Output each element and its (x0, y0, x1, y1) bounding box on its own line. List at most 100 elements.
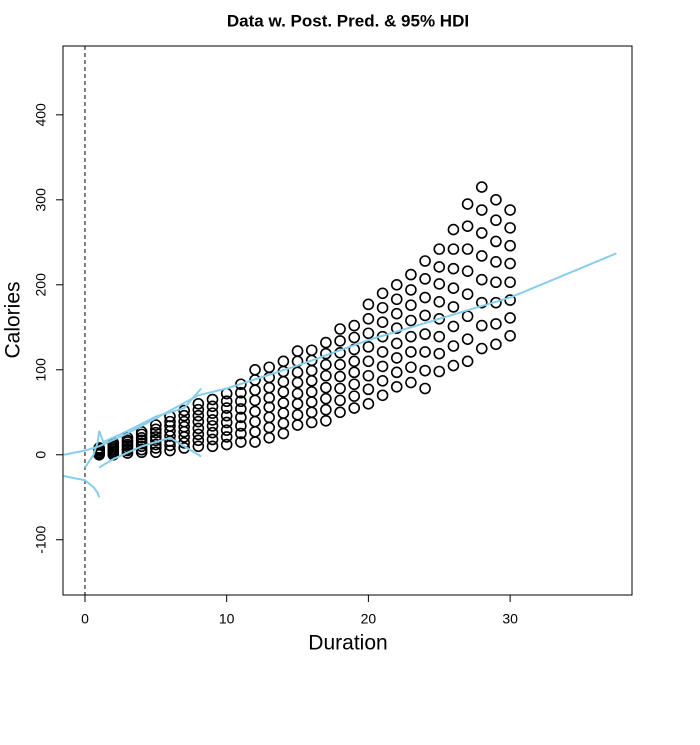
data-point (490, 318, 502, 330)
data-point (461, 355, 474, 368)
data-point (192, 409, 205, 422)
data-point (178, 420, 190, 433)
data-point (305, 406, 318, 419)
data-point (320, 369, 332, 382)
y-tick-label: 300 (33, 188, 49, 212)
data-point (504, 257, 516, 270)
data-point (320, 381, 332, 394)
prediction-line (63, 252, 617, 456)
x-axis-label: Duration (308, 632, 387, 655)
data-point (490, 276, 502, 289)
data-point (220, 416, 233, 429)
data-point (249, 363, 261, 376)
data-point (461, 220, 474, 232)
data-point (206, 407, 219, 419)
data-point (220, 431, 233, 443)
data-point (405, 330, 417, 343)
data-point (192, 434, 205, 447)
data-point (291, 366, 304, 379)
data-point (447, 282, 460, 295)
x-tick-label: 0 (81, 611, 89, 627)
data-point (362, 313, 375, 325)
data-point (291, 409, 304, 421)
data-point (249, 415, 261, 428)
data-point (362, 369, 375, 382)
data-point (263, 421, 276, 434)
data-point (461, 333, 474, 345)
data-point (263, 401, 276, 413)
data-point (405, 376, 417, 389)
data-point (419, 328, 431, 340)
data-point (504, 239, 516, 252)
data-point (235, 395, 247, 408)
data-point (291, 387, 304, 400)
data-point (461, 288, 474, 300)
data-point (206, 393, 219, 406)
data-point (490, 194, 502, 206)
data-point (334, 323, 346, 335)
data-point (305, 396, 318, 408)
data-point (405, 361, 417, 374)
data-point (235, 386, 247, 399)
data-point (475, 342, 488, 355)
data-point (504, 329, 516, 342)
data-point (192, 440, 205, 453)
data-point (235, 427, 247, 440)
data-point (362, 298, 375, 311)
y-tick-label: 0 (33, 451, 49, 459)
data-point (419, 255, 431, 267)
data-point (447, 320, 460, 333)
data-point (419, 346, 431, 358)
data-point (504, 294, 516, 306)
data-point (277, 397, 290, 409)
data-point (263, 411, 276, 424)
data-point (320, 403, 332, 416)
data-point (504, 276, 516, 289)
data-point (376, 346, 389, 358)
data-point (277, 427, 290, 440)
data-point (348, 331, 361, 344)
data-point (334, 406, 346, 419)
data-point (277, 375, 290, 388)
y-tick-label: -100 (33, 526, 49, 554)
data-point (164, 415, 176, 428)
data-point (376, 301, 389, 314)
x-tick-label: 10 (219, 611, 235, 627)
data-point (390, 293, 403, 306)
data-point (362, 341, 375, 353)
data-point (320, 336, 332, 349)
data-point (249, 436, 261, 448)
data-point (334, 394, 346, 407)
data-point (220, 424, 233, 436)
data-point (390, 322, 403, 334)
data-point (461, 310, 474, 323)
data-point (475, 296, 488, 309)
data-point (447, 301, 460, 313)
data-point (206, 420, 219, 432)
data-point (504, 222, 516, 234)
data-point (277, 407, 290, 419)
data-point (263, 361, 276, 374)
data-point (490, 338, 502, 351)
data-point (178, 409, 190, 422)
data-point (419, 273, 431, 285)
y-axis-label: Calories (2, 281, 25, 358)
data-point (192, 428, 205, 441)
prediction-line (63, 475, 101, 498)
data-point (447, 223, 460, 236)
data-point (348, 319, 361, 332)
data-point (461, 265, 474, 278)
data-point (291, 345, 304, 357)
data-point (419, 309, 431, 322)
prediction-line (84, 387, 202, 469)
data-point (433, 278, 446, 290)
data-point (320, 392, 332, 405)
data-point (475, 181, 488, 193)
data-point (419, 364, 431, 377)
data-point (249, 384, 261, 396)
data-point (277, 355, 290, 368)
data-point (249, 405, 261, 418)
data-point (235, 403, 247, 415)
data-point (390, 380, 403, 393)
data-point (376, 375, 389, 387)
